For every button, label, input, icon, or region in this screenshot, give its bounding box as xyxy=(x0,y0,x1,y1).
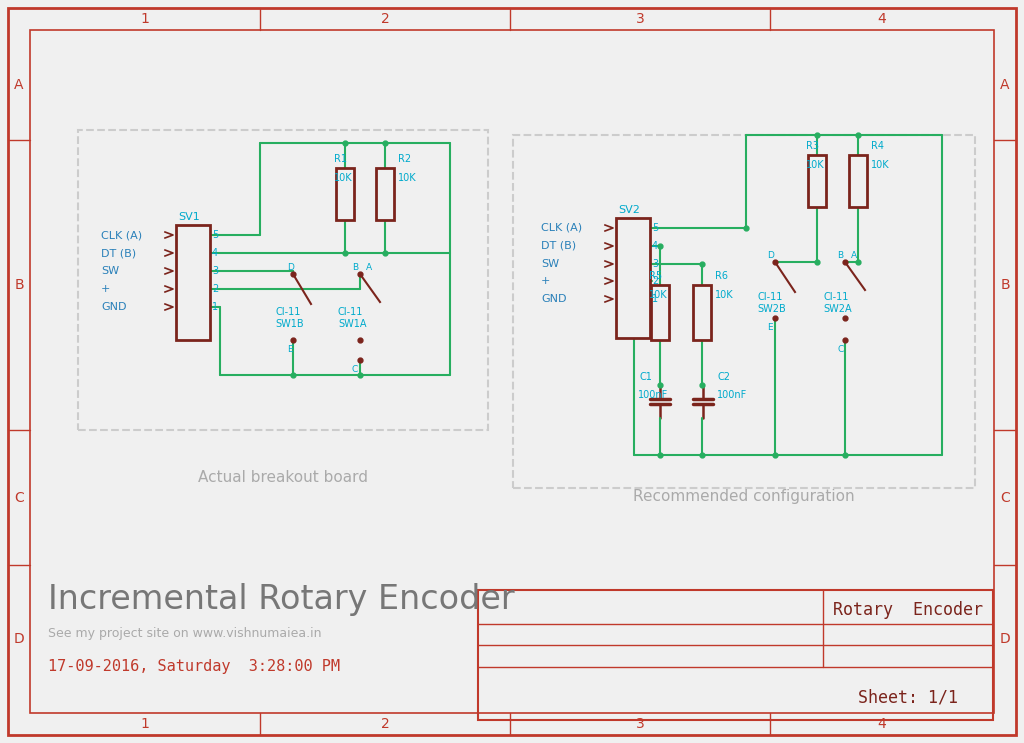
Text: 3: 3 xyxy=(636,717,644,731)
Text: SW2B: SW2B xyxy=(757,304,785,314)
Text: DT (B): DT (B) xyxy=(541,241,577,251)
Text: B: B xyxy=(14,278,24,292)
Bar xyxy=(336,168,354,220)
Text: D: D xyxy=(287,264,294,273)
Text: CLK (A): CLK (A) xyxy=(101,230,142,240)
Text: 10K: 10K xyxy=(806,160,824,170)
Bar xyxy=(176,225,210,340)
Text: 10K: 10K xyxy=(871,160,890,170)
Text: E: E xyxy=(287,345,293,354)
Text: 10K: 10K xyxy=(334,173,352,183)
Text: R2: R2 xyxy=(398,154,411,164)
Bar xyxy=(478,590,993,720)
Text: GND: GND xyxy=(101,302,127,312)
Text: C1: C1 xyxy=(640,372,653,382)
Text: 1: 1 xyxy=(140,717,150,731)
Bar xyxy=(693,285,711,340)
Text: SV1: SV1 xyxy=(178,212,200,222)
Text: Sheet: 1/1: Sheet: 1/1 xyxy=(858,689,958,707)
Text: 3: 3 xyxy=(652,259,658,269)
Text: DT (B): DT (B) xyxy=(101,248,136,258)
Text: SW: SW xyxy=(101,266,119,276)
Text: B: B xyxy=(1000,278,1010,292)
Text: D: D xyxy=(767,251,774,261)
Text: 4: 4 xyxy=(878,12,887,26)
Text: 17-09-2016, Saturday  3:28:00 PM: 17-09-2016, Saturday 3:28:00 PM xyxy=(48,660,340,675)
Text: CI-11: CI-11 xyxy=(823,292,848,302)
Text: CI-11: CI-11 xyxy=(757,292,782,302)
Text: +: + xyxy=(541,276,550,286)
Text: R1: R1 xyxy=(334,154,347,164)
Text: R3: R3 xyxy=(806,141,819,151)
Text: Rotary  Encoder: Rotary Encoder xyxy=(833,601,983,619)
Text: R4: R4 xyxy=(871,141,884,151)
Text: A: A xyxy=(366,264,372,273)
Text: C: C xyxy=(1000,490,1010,504)
Text: SW1A: SW1A xyxy=(338,319,367,329)
Bar xyxy=(513,135,975,488)
Text: C: C xyxy=(837,345,843,354)
Text: +: + xyxy=(101,284,111,294)
Text: SV2: SV2 xyxy=(618,205,640,215)
Bar xyxy=(78,130,488,430)
Text: 4: 4 xyxy=(878,717,887,731)
Text: A: A xyxy=(14,78,24,92)
Text: B: B xyxy=(837,251,843,261)
Text: 100nF: 100nF xyxy=(638,390,669,400)
Text: CLK (A): CLK (A) xyxy=(541,223,582,233)
Text: 10K: 10K xyxy=(398,173,417,183)
Text: E: E xyxy=(767,322,773,331)
Text: Actual breakout board: Actual breakout board xyxy=(198,470,368,485)
Text: SW1B: SW1B xyxy=(275,319,304,329)
Text: GND: GND xyxy=(541,294,566,304)
Text: 4: 4 xyxy=(212,248,218,258)
Text: 1: 1 xyxy=(652,294,658,304)
Text: C: C xyxy=(352,365,358,374)
Text: Incremental Rotary Encoder: Incremental Rotary Encoder xyxy=(48,583,515,617)
Text: 2: 2 xyxy=(652,276,658,286)
Text: A: A xyxy=(851,251,857,261)
Bar xyxy=(849,155,867,207)
Bar xyxy=(808,155,826,207)
Text: D: D xyxy=(13,632,25,646)
Text: 3: 3 xyxy=(212,266,218,276)
Text: 5: 5 xyxy=(212,230,218,240)
Text: 1: 1 xyxy=(140,12,150,26)
Text: 3: 3 xyxy=(636,12,644,26)
Text: B: B xyxy=(352,264,358,273)
Text: 100nF: 100nF xyxy=(717,390,748,400)
Text: C2: C2 xyxy=(717,372,730,382)
Text: 5: 5 xyxy=(652,223,658,233)
Text: See my project site on www.vishnumaiea.in: See my project site on www.vishnumaiea.i… xyxy=(48,628,322,640)
Text: Recommended configuration: Recommended configuration xyxy=(633,490,855,504)
Bar xyxy=(376,168,394,220)
Text: CI-11: CI-11 xyxy=(275,307,300,317)
Text: C: C xyxy=(14,490,24,504)
Text: SW2A: SW2A xyxy=(823,304,852,314)
Text: 2: 2 xyxy=(381,12,389,26)
Text: A: A xyxy=(1000,78,1010,92)
Bar xyxy=(651,285,669,340)
Text: R6: R6 xyxy=(715,271,728,281)
Text: 10K: 10K xyxy=(649,290,668,300)
Text: 1: 1 xyxy=(212,302,218,312)
Text: 2: 2 xyxy=(212,284,218,294)
Text: CI-11: CI-11 xyxy=(338,307,364,317)
Text: 10K: 10K xyxy=(715,290,733,300)
Bar xyxy=(616,218,650,338)
Text: 2: 2 xyxy=(381,717,389,731)
Text: SW: SW xyxy=(541,259,559,269)
Text: R5: R5 xyxy=(649,271,663,281)
Text: D: D xyxy=(999,632,1011,646)
Text: 4: 4 xyxy=(652,241,658,251)
